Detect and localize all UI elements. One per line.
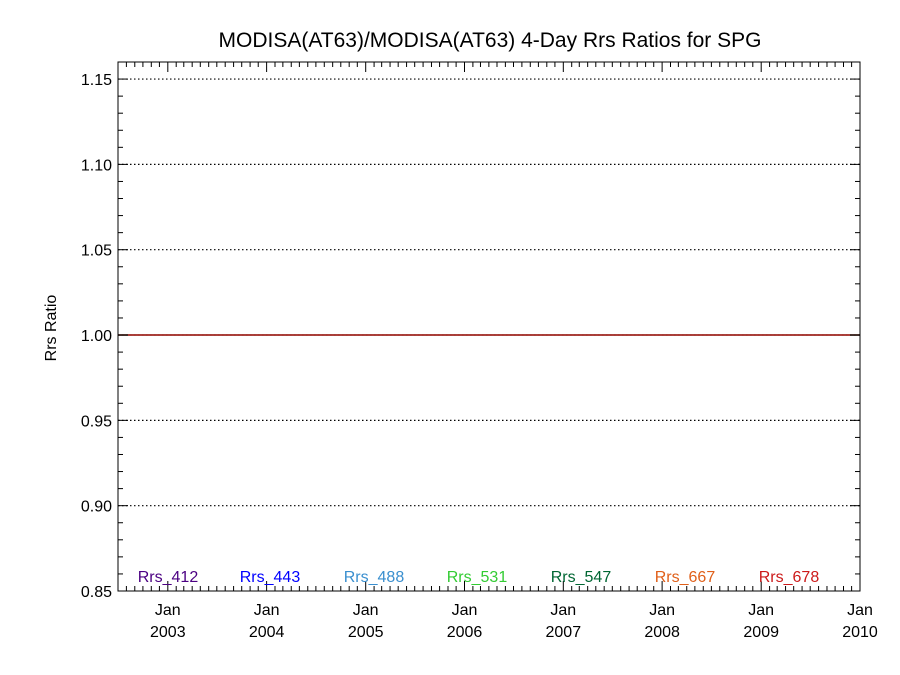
- axes-layer: 0.85 0.90 0.95 1.00 1.05 1.10 1.15 Jan 2003 Jan 20…: [81, 61, 878, 641]
- y-tick-label: 1.05: [81, 243, 112, 260]
- grid-layer: [118, 78, 860, 507]
- x-tick-label-year: 2006: [447, 624, 483, 641]
- y-axis-label: Rrs Ratio: [43, 295, 60, 362]
- x-tick-label-month: Jan: [353, 602, 379, 619]
- x-tick-label-year: 2007: [546, 624, 582, 641]
- x-tick-label-month: Jan: [550, 602, 576, 619]
- x-tick-label-month: Jan: [649, 602, 675, 619]
- legend-label-rrs-412: Rrs_412: [138, 569, 199, 586]
- y-tick-label: 0.85: [81, 584, 112, 601]
- x-tick-label-month: Jan: [748, 602, 774, 619]
- x-tick-label-year: 2008: [644, 624, 680, 641]
- legend-label-rrs-678: Rrs_678: [759, 569, 820, 586]
- legend-label-rrs-443: Rrs_443: [240, 569, 301, 586]
- legend-label-rrs-667: Rrs_667: [655, 569, 716, 586]
- legend: Rrs_412 Rrs_443 Rrs_488 Rrs_531 Rrs_547 Rrs_6…: [138, 569, 820, 586]
- x-tick-label-year: 2005: [348, 624, 384, 641]
- y-tick-label: 1.15: [81, 72, 112, 89]
- x-tick-label-year: 2010: [842, 624, 878, 641]
- x-tick-label-month: Jan: [847, 602, 873, 619]
- x-tick-label-month: Jan: [452, 602, 478, 619]
- y-tick-label: 0.90: [81, 499, 112, 516]
- x-tick-label-month: Jan: [254, 602, 280, 619]
- y-tick-label: 1.10: [81, 157, 112, 174]
- legend-label-rrs-547: Rrs_547: [551, 569, 612, 586]
- y-tick-label: 0.95: [81, 413, 112, 430]
- y-tick-label: 1.00: [81, 328, 112, 345]
- legend-label-rrs-488: Rrs_488: [344, 569, 405, 586]
- x-tick-label-year: 2004: [249, 624, 285, 641]
- x-tick-label-year: 2003: [150, 624, 186, 641]
- plot-frame: [117, 61, 861, 592]
- x-tick-label-year: 2009: [743, 624, 779, 641]
- chart-title: MODISA(AT63)/MODISA(AT63) 4-Day Rrs Rati…: [219, 29, 762, 52]
- x-tick-label-month: Jan: [155, 602, 181, 619]
- legend-label-rrs-531: Rrs_531: [447, 569, 508, 586]
